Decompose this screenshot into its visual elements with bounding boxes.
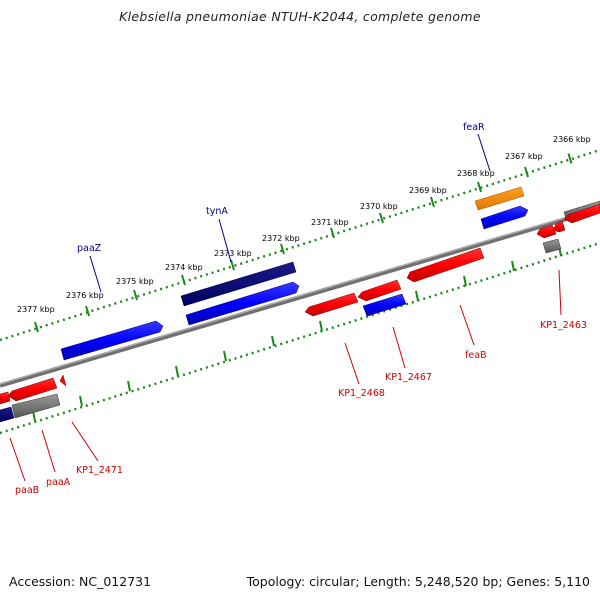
tick-label: 2377 kbp — [17, 305, 55, 314]
map-title: Klebsiella pneumoniae NTUH-K2044, comple… — [119, 9, 481, 24]
tick-label: 2371 kbp — [311, 218, 349, 227]
tick-label: 2375 kbp — [116, 277, 154, 286]
gene-reverse[interactable] — [357, 279, 402, 302]
tick-mark — [415, 290, 419, 302]
tick-mark — [430, 196, 435, 208]
reverse-ruler-ticks — [32, 245, 562, 422]
label-KP1_2463[interactable]: KP1_2463 — [540, 320, 587, 331]
label-paaB[interactable]: paaB — [15, 485, 39, 496]
tick-mark — [280, 243, 285, 255]
genome-backbone-highlight — [0, 206, 600, 385]
gene-paaB[interactable] — [0, 406, 15, 423]
forward-strand-genes — [60, 186, 600, 361]
tick-mark — [330, 227, 335, 239]
gene-tynA[interactable] — [180, 261, 297, 307]
leader-KP1_2468 — [344, 342, 360, 385]
tick-label: 2372 kbp — [262, 234, 300, 243]
tick-label: 2367 kbp — [505, 152, 543, 161]
label-leaders — [9, 133, 562, 482]
leader-feaB — [459, 304, 475, 346]
gene-KP1_2468[interactable] — [304, 292, 359, 317]
leader-paaB — [9, 437, 26, 482]
gene-feaB[interactable] — [406, 247, 485, 283]
genome-backbone — [0, 206, 600, 388]
label-paaA[interactable]: paaA — [46, 477, 71, 488]
accession-label: Accession: NC_012731 — [9, 574, 152, 589]
tick-mark — [175, 365, 179, 377]
gene-forward[interactable] — [185, 281, 300, 326]
tick-mark — [319, 320, 323, 332]
tick-label: 2368 kbp — [457, 169, 495, 178]
gene-reverse[interactable] — [563, 203, 600, 224]
tick-mark — [477, 181, 482, 193]
gene-reverse[interactable] — [59, 374, 67, 387]
gene-KP1_2467[interactable] — [362, 293, 407, 317]
leader-KP1_2463 — [558, 269, 562, 316]
leader-paaA — [41, 429, 56, 473]
tick-label: 2376 kbp — [66, 291, 104, 300]
tick-mark — [79, 395, 83, 407]
tick-mark — [379, 212, 384, 224]
kbp-ruler: 2366 kbp 2367 kbp 2368 kbp 2369 kbp 2370… — [17, 135, 591, 333]
gene-reverse[interactable] — [552, 220, 566, 233]
leader-KP1_2467 — [392, 326, 406, 369]
label-KP1_2467[interactable]: KP1_2467 — [385, 372, 432, 383]
gene-KP1_2463[interactable] — [542, 238, 562, 254]
tick-label: 2373 kbp — [214, 249, 252, 258]
reverse-ruler-line — [0, 241, 600, 435]
tick-mark — [85, 305, 90, 317]
reverse-strand-genes — [0, 203, 600, 423]
tick-mark — [230, 259, 235, 271]
tick-mark — [127, 380, 131, 392]
tick-mark — [463, 275, 467, 287]
gene-forward[interactable] — [480, 205, 529, 230]
leader-tynA — [218, 218, 232, 263]
tick-mark — [181, 274, 186, 286]
tick-mark — [223, 350, 227, 362]
tick-mark — [133, 289, 138, 301]
tick-mark — [271, 335, 275, 347]
leader-paaZ — [89, 255, 102, 293]
gene-reverse[interactable] — [0, 391, 11, 405]
tick-mark — [524, 166, 529, 178]
label-paaZ[interactable]: paaZ — [77, 243, 102, 254]
genome-summary: Topology: circular; Length: 5,248,520 bp… — [246, 574, 590, 589]
gene-feaR[interactable] — [474, 186, 525, 211]
tick-label: 2366 kbp — [553, 135, 591, 144]
label-feaB[interactable]: feaB — [465, 350, 487, 361]
gene-reverse[interactable] — [536, 224, 557, 239]
tick-label: 2370 kbp — [360, 202, 398, 211]
label-KP1_2471[interactable]: KP1_2471 — [76, 465, 123, 476]
leader-feaR — [477, 133, 491, 172]
tick-mark — [511, 260, 515, 272]
label-tynA[interactable]: tynA — [206, 206, 228, 217]
tick-label: 2369 kbp — [409, 186, 447, 195]
gene-labels: feaR tynA paaZ KP1_2463 feaB KP1_2467 KP… — [15, 122, 587, 496]
leader-KP1_2471 — [71, 421, 99, 462]
tick-label: 2374 kbp — [165, 263, 203, 272]
label-KP1_2468[interactable]: KP1_2468 — [338, 388, 385, 399]
label-feaR[interactable]: feaR — [463, 122, 485, 133]
gene-paaZ[interactable] — [60, 320, 164, 361]
tick-mark — [34, 321, 39, 333]
gene-KP1_2471[interactable] — [11, 393, 61, 419]
tick-mark — [567, 153, 573, 164]
